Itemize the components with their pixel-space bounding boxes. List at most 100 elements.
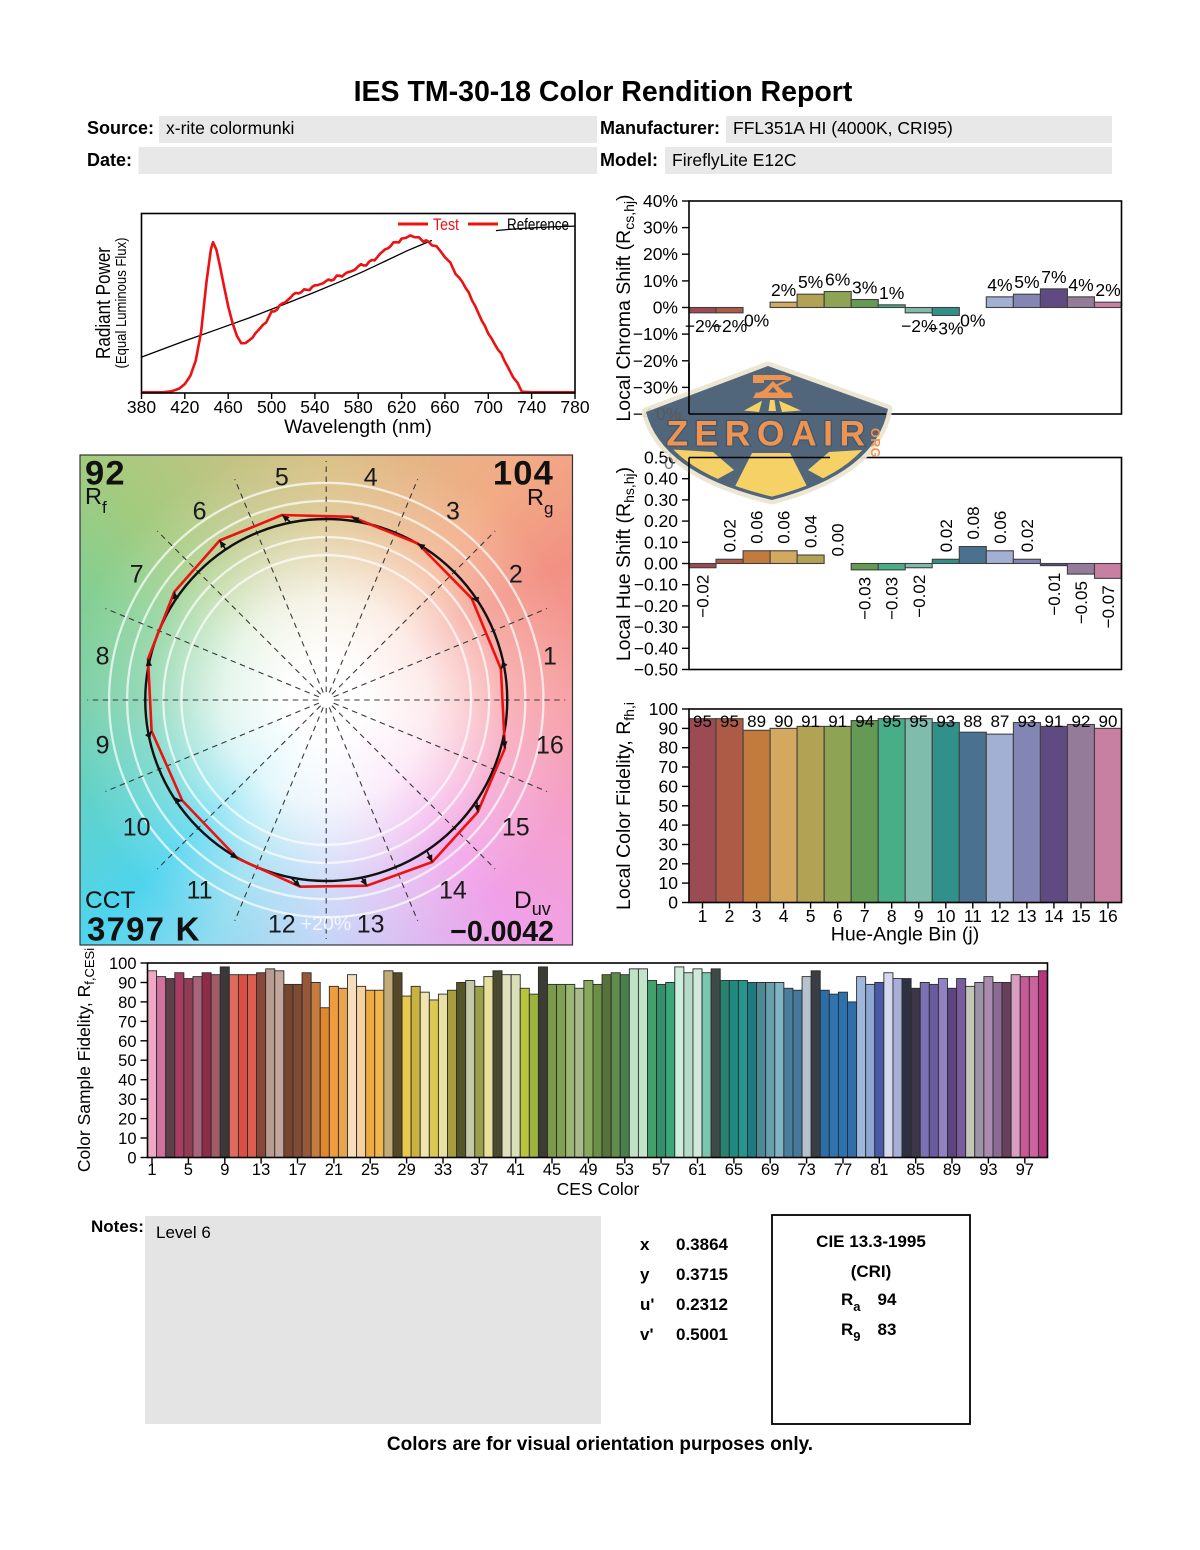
svg-text:89: 89 — [943, 1161, 961, 1179]
svg-text:3: 3 — [752, 906, 762, 926]
svg-text:33: 33 — [434, 1161, 452, 1179]
svg-text:73: 73 — [797, 1161, 815, 1179]
svg-text:30: 30 — [659, 835, 679, 855]
svg-text:15: 15 — [502, 814, 530, 842]
svg-text:−0.30: −0.30 — [634, 617, 679, 637]
svg-text:13: 13 — [357, 911, 385, 939]
svg-text:0.06: 0.06 — [775, 511, 794, 544]
svg-text:77: 77 — [834, 1161, 852, 1179]
svg-text:0%: 0% — [960, 311, 985, 331]
svg-text:−0.20: −0.20 — [634, 596, 679, 616]
svg-text:Level 6: Level 6 — [156, 1223, 211, 1242]
svg-text:7%: 7% — [1041, 267, 1066, 287]
svg-text:−0.05: −0.05 — [1072, 581, 1091, 624]
svg-text:−20%: −20% — [633, 351, 678, 371]
svg-text:100: 100 — [109, 955, 137, 973]
svg-text:(CRI): (CRI) — [851, 1262, 892, 1281]
svg-text:10: 10 — [936, 906, 956, 926]
svg-text:94: 94 — [855, 712, 874, 731]
svg-text:40: 40 — [659, 815, 679, 835]
svg-text:Source:: Source: — [87, 118, 154, 138]
svg-text:0.40: 0.40 — [644, 469, 678, 489]
svg-text:30: 30 — [118, 1091, 136, 1109]
svg-text:50: 50 — [659, 796, 679, 816]
svg-text:14: 14 — [439, 877, 467, 905]
svg-text:95: 95 — [720, 712, 739, 731]
svg-text:CES Color: CES Color — [557, 1179, 640, 1199]
svg-text:3%: 3% — [852, 278, 877, 298]
svg-text:10: 10 — [123, 814, 151, 842]
svg-text:40: 40 — [118, 1072, 136, 1090]
svg-text:580: 580 — [344, 397, 373, 417]
svg-text:Manufacturer:: Manufacturer: — [600, 118, 720, 138]
svg-text:53: 53 — [616, 1161, 634, 1179]
svg-text:20%: 20% — [643, 244, 678, 264]
svg-text:Local Hue Shift (Rhs,hj): Local Hue Shift (Rhs,hj) — [613, 467, 637, 661]
svg-text:−0.0042: −0.0042 — [450, 916, 554, 948]
svg-text:380: 380 — [127, 397, 156, 417]
svg-text:14: 14 — [1044, 906, 1064, 926]
svg-text:10: 10 — [659, 873, 679, 893]
svg-text:69: 69 — [761, 1161, 779, 1179]
svg-text:u': u' — [640, 1295, 654, 1314]
svg-text:25: 25 — [361, 1161, 379, 1179]
svg-text:Duv: Duv — [514, 887, 551, 919]
svg-text:Local Chroma Shift (Rcs,hj): Local Chroma Shift (Rcs,hj) — [613, 194, 637, 421]
svg-text:Radiant Power: Radiant Power — [93, 247, 115, 359]
svg-text:620: 620 — [387, 397, 416, 417]
svg-text:8: 8 — [887, 906, 897, 926]
svg-text:93: 93 — [1017, 712, 1036, 731]
svg-text:−2%: −2% — [901, 316, 937, 336]
svg-text:2: 2 — [509, 560, 523, 588]
svg-text:IES TM-30-18 Color Rendition R: IES TM-30-18 Color Rendition Report — [354, 76, 853, 108]
svg-text:−0.50: −0.50 — [634, 660, 679, 680]
svg-text:x: x — [640, 1235, 650, 1254]
svg-text:50: 50 — [118, 1052, 136, 1070]
svg-text:6%: 6% — [825, 270, 850, 290]
svg-text:97: 97 — [1016, 1161, 1034, 1179]
svg-text:90: 90 — [659, 718, 679, 738]
svg-text:91: 91 — [828, 712, 847, 731]
svg-text:0.02: 0.02 — [1018, 519, 1037, 552]
svg-text:5: 5 — [806, 906, 816, 926]
svg-text:104: 104 — [493, 455, 554, 493]
svg-text:85: 85 — [907, 1161, 925, 1179]
svg-text:500: 500 — [257, 397, 286, 417]
svg-text:7: 7 — [860, 906, 870, 926]
svg-text:12: 12 — [268, 911, 296, 939]
svg-text:92: 92 — [85, 455, 126, 493]
svg-text:−2%: −2% — [685, 316, 721, 336]
svg-text:5: 5 — [275, 463, 289, 491]
svg-text:20: 20 — [118, 1111, 136, 1129]
svg-text:0.06: 0.06 — [748, 511, 767, 544]
svg-text:4: 4 — [364, 463, 378, 491]
svg-text:15: 15 — [1071, 906, 1090, 926]
svg-text:+20%: +20% — [301, 913, 351, 935]
svg-text:4%: 4% — [1068, 275, 1093, 295]
svg-text:0: 0 — [668, 893, 678, 913]
svg-text:1: 1 — [698, 906, 708, 926]
svg-text:9: 9 — [914, 906, 924, 926]
svg-text:93: 93 — [936, 712, 955, 731]
svg-text:R9 83: R9 83 — [841, 1320, 896, 1344]
svg-text:9: 9 — [220, 1161, 229, 1179]
svg-text:21: 21 — [325, 1161, 343, 1179]
svg-text:CIE 13.3-1995: CIE 13.3-1995 — [816, 1232, 926, 1251]
svg-text:20: 20 — [659, 854, 679, 874]
svg-text:81: 81 — [870, 1161, 888, 1179]
svg-text:700: 700 — [474, 397, 503, 417]
svg-text:13: 13 — [1017, 906, 1036, 926]
svg-text:92: 92 — [1072, 712, 1091, 731]
svg-text:0%: 0% — [744, 311, 769, 331]
svg-text:93: 93 — [979, 1161, 997, 1179]
svg-text:100: 100 — [649, 699, 678, 719]
svg-text:540: 540 — [300, 397, 329, 417]
svg-text:70: 70 — [659, 757, 679, 777]
svg-text:6: 6 — [833, 906, 843, 926]
svg-text:0.10: 0.10 — [644, 532, 678, 552]
svg-text:6: 6 — [193, 497, 207, 525]
svg-text:60: 60 — [118, 1033, 136, 1051]
svg-text:0.3864: 0.3864 — [676, 1235, 729, 1254]
svg-text:10%: 10% — [643, 271, 678, 291]
svg-text:1: 1 — [147, 1161, 156, 1179]
